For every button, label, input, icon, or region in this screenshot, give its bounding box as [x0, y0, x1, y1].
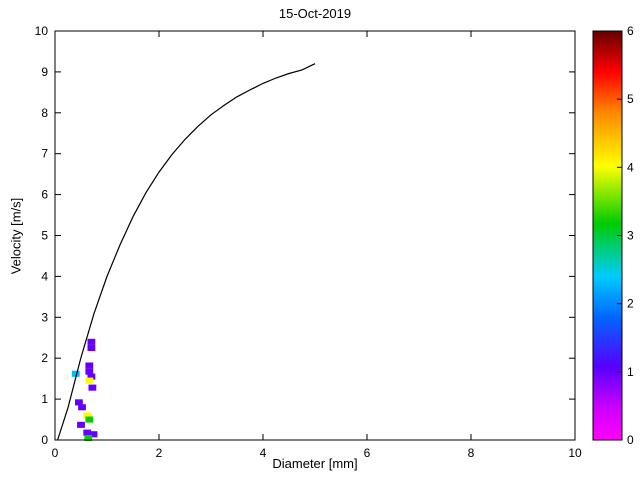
y-tick-label: 8 [41, 106, 48, 120]
colorbar-tick-label: 6 [627, 24, 634, 38]
y-tick-label: 3 [41, 310, 48, 324]
heatmap-cell [85, 368, 94, 375]
y-tick-label: 9 [41, 65, 48, 79]
heatmap-cell [87, 373, 96, 380]
y-tick-label: 6 [41, 188, 48, 202]
heatmap-cell [75, 399, 83, 406]
y-tick-label: 1 [41, 392, 48, 406]
y-tick-label: 7 [41, 147, 48, 161]
x-axis-label: Diameter [mm] [272, 456, 358, 471]
heatmap-cell [83, 429, 92, 436]
heatmap-cell [88, 384, 97, 391]
axes-box [54, 30, 576, 441]
y-tick-label: 10 [35, 24, 49, 38]
heatmap-cell [83, 412, 92, 419]
x-tick-label: 4 [260, 446, 267, 460]
heatmap-cell [87, 338, 96, 345]
y-tick-label: 0 [41, 433, 48, 447]
colorbar-tick-label: 2 [627, 297, 634, 311]
heatmap-cell [85, 377, 94, 384]
x-tick-label: 10 [568, 446, 582, 460]
colorbar-tick-label: 5 [627, 92, 634, 106]
heatmap-cell [85, 416, 94, 423]
chart-title: 15-Oct-2019 [278, 6, 352, 21]
colorbar-tick-label: 4 [627, 160, 634, 174]
x-tick-label: 8 [468, 446, 475, 460]
heatmap-cell [77, 421, 85, 428]
terminal-velocity-curve [57, 63, 316, 441]
heatmap-cell [78, 404, 86, 411]
colorbar-tick-label: 1 [627, 365, 634, 379]
x-tick-label: 6 [364, 446, 371, 460]
x-tick-label: 0 [52, 446, 59, 460]
y-tick-label: 2 [41, 351, 48, 365]
y-tick-label: 4 [41, 269, 48, 283]
y-tick-label: 5 [41, 229, 48, 243]
heatmap-cell [71, 370, 80, 377]
colorbar-tick-label: 0 [627, 433, 634, 447]
heatmap-cell [84, 434, 93, 441]
x-tick-label: 2 [156, 446, 163, 460]
colorbar-tick-label: 3 [627, 229, 634, 243]
heatmap-cell [85, 362, 94, 369]
heatmap-cell [89, 431, 98, 438]
heatmap-cell [87, 344, 96, 351]
